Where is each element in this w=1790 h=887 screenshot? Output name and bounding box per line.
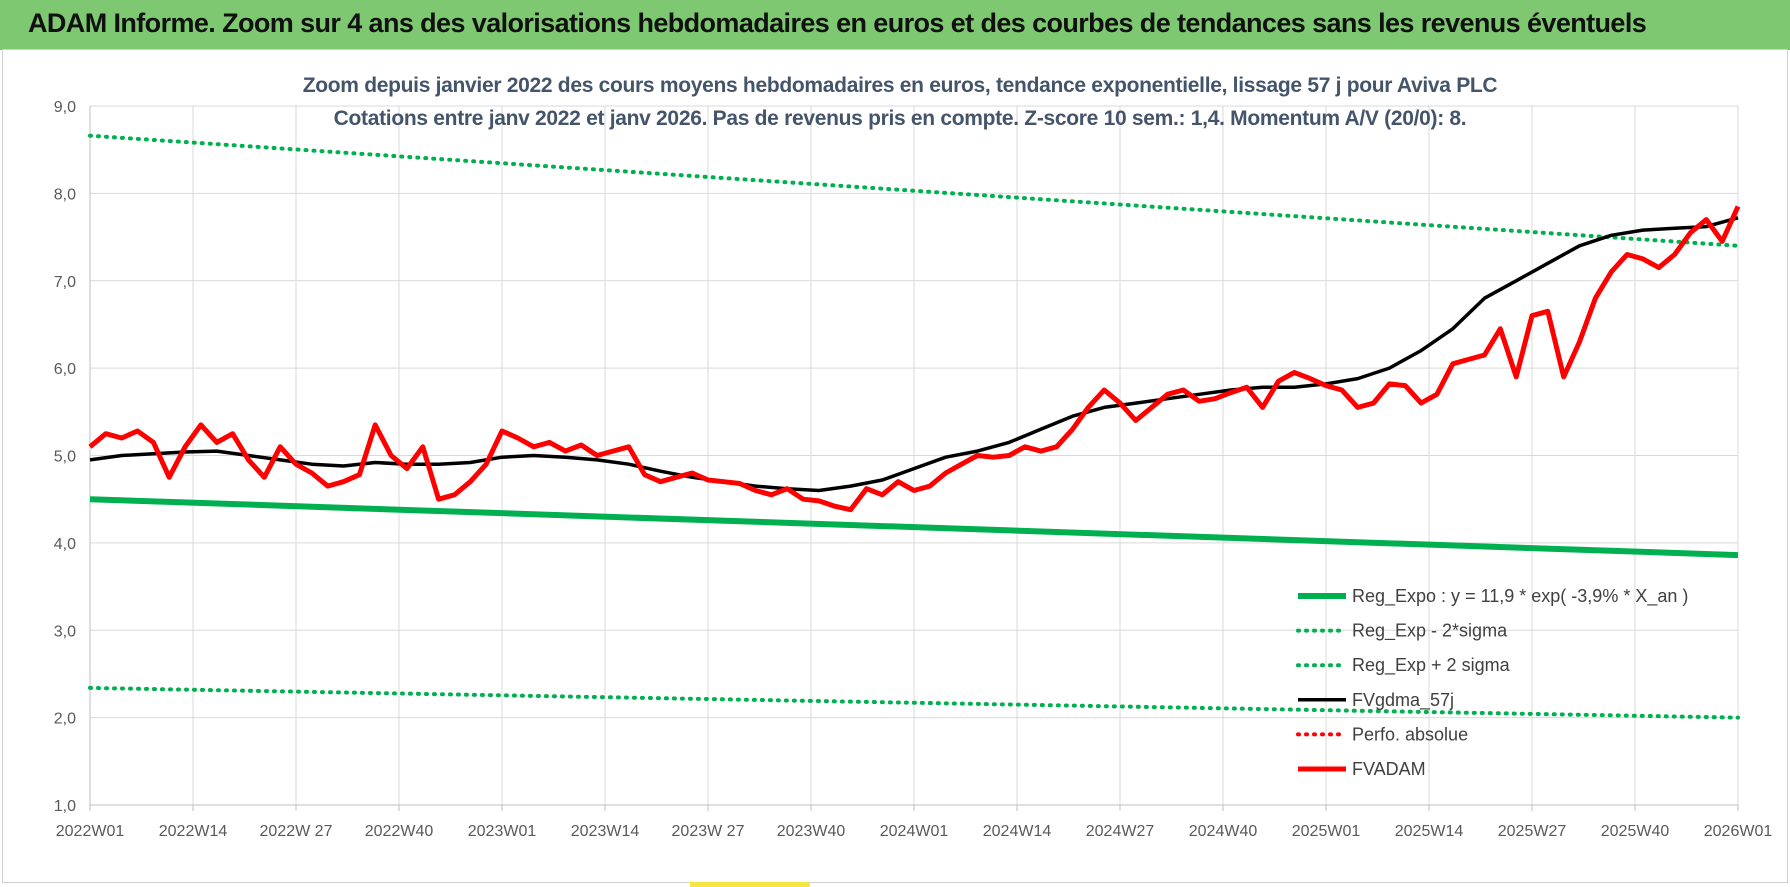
y-tick-label: 5,0 [54,449,76,466]
series-line-reg-expo-y-11-9-exp-3-9-x-an [89,496,1739,559]
series [88,133,1741,720]
y-tick-label: 2,0 [54,711,76,728]
series-line-reg-exp-2-sigma [88,133,1740,248]
y-tick-label: 3,0 [54,623,76,640]
x-tick-label: 2023W01 [468,823,537,840]
x-tick-label: 2024W14 [983,823,1052,840]
legend-label: Reg_Expo : y = 11,9 * exp( -3,9% * X_an … [1352,586,1688,607]
x-tick-label: 2024W40 [1189,823,1258,840]
x-tick-label: 2024W27 [1086,823,1155,840]
x-tick-label: 2023W 27 [672,823,745,840]
grid [89,105,1739,811]
x-tick-label: 2023W14 [571,823,640,840]
x-tick-label: 2024W01 [880,823,949,840]
bottom-accent-bar [690,882,810,887]
y-tick-label: 8,0 [54,186,76,203]
title-banner: ADAM Informe. Zoom sur 4 ans des valoris… [0,0,1790,50]
x-tick-label: 2022W01 [56,823,125,840]
x-tick-label: 2022W40 [365,823,434,840]
y-tick-label: 4,0 [54,536,76,553]
legend-label: Perfo. absolue [1352,724,1468,744]
series-line-fvadam [88,205,1741,513]
legend-label: FVgdma_57j [1352,690,1454,711]
y-tick-label: 6,0 [54,361,76,378]
legend: Reg_Expo : y = 11,9 * exp( -3,9% * X_an … [1296,586,1688,779]
y-tick-label: 9,0 [54,99,76,116]
legend-label: Reg_Exp + 2 sigma [1352,655,1511,676]
legend-label: FVADAM [1352,759,1426,779]
x-tick-label: 2022W14 [159,823,228,840]
x-tick-label: 2023W40 [777,823,846,840]
y-tick-label: 7,0 [54,274,76,291]
x-tick-label: 2026W01 [1704,823,1773,840]
series-line-reg-exp-2-sigma [88,685,1740,720]
banner-title: ADAM Informe. Zoom sur 4 ans des valoris… [28,8,1647,38]
chart-title-line-2: Cotations entre janv 2022 et janv 2026. … [334,107,1467,130]
x-axis-ticks: 2022W01 2022W14 2022W 27 2022W40 2023W01 2023… [56,823,1773,840]
x-tick-label: 2022W 27 [260,823,333,840]
plot-area-border [2,49,1788,883]
x-tick-label: 2025W40 [1601,823,1670,840]
x-tick-label: 2025W27 [1498,823,1567,840]
y-axis-ticks: 1,0 2,0 3,0 4,0 5,0 6,0 7,0 8,0 9,0 [54,99,76,815]
legend-label: Reg_Exp - 2*sigma [1352,621,1508,642]
y-tick-label: 1,0 [54,798,76,815]
x-tick-label: 2025W01 [1292,823,1361,840]
chart-title-line-1: Zoom depuis janvier 2022 des cours moyen… [303,74,1498,97]
x-tick-label: 2025W14 [1395,823,1464,840]
